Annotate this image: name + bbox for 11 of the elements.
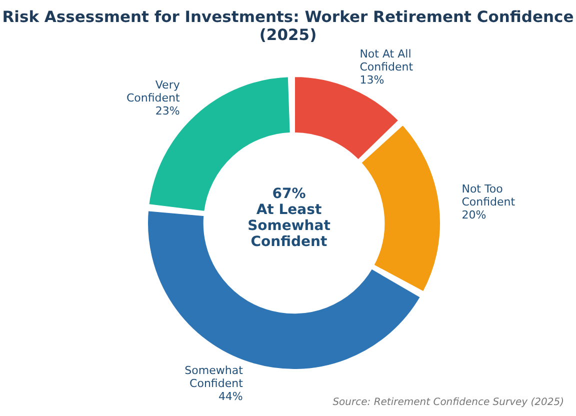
chart-title: Risk Assessment for Investments: Worker Retirement Confidence (2025) xyxy=(1,8,575,44)
data-label: 44% xyxy=(218,390,243,404)
text: 67% At Least Somewhat Confident xyxy=(248,186,331,250)
data-label: 20% xyxy=(462,208,486,222)
slice-label: Not At All Confident xyxy=(360,47,414,74)
source-note: Source: Retirement Confidence Survey (2025) xyxy=(332,397,564,408)
slice-label: Somewhat Confident xyxy=(184,364,244,390)
slice-label: Very Confident xyxy=(126,78,181,104)
data-label: 23% xyxy=(155,104,180,118)
data-label: 13% xyxy=(360,73,384,86)
slice-label: Not Too Confident xyxy=(462,182,516,208)
